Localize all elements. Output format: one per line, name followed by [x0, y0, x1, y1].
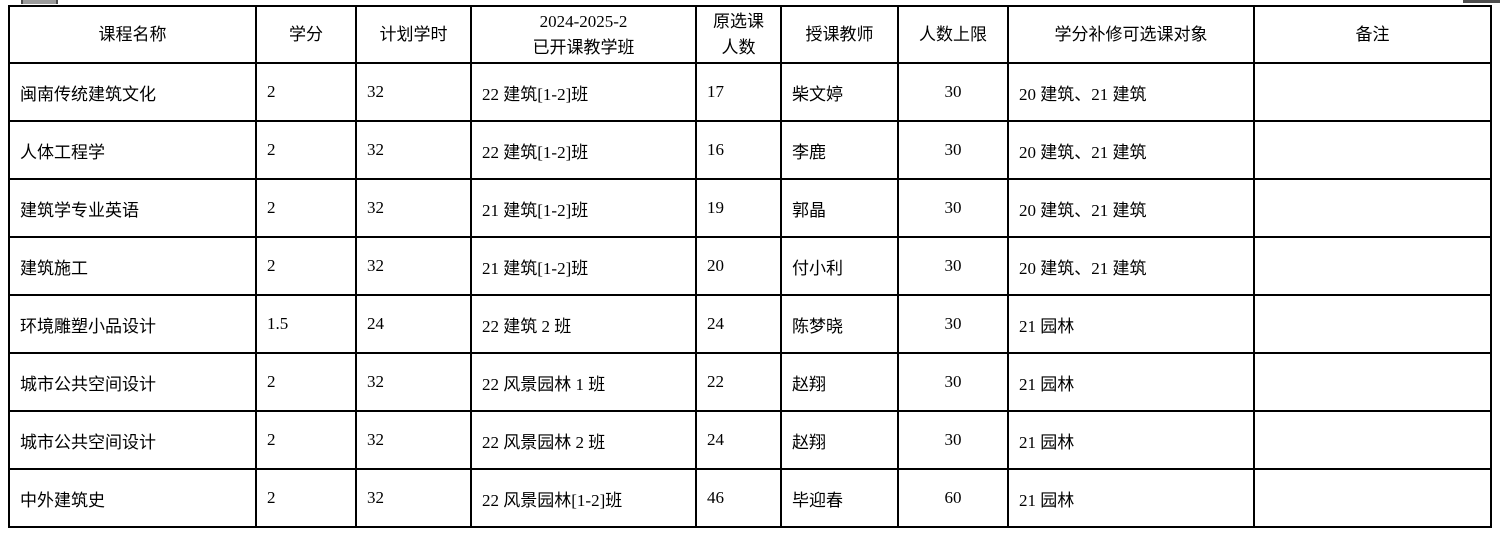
col-header-class-line2: 已开课教学班: [532, 37, 635, 57]
table-row: 城市公共空间设计 2 32 22 风景园林 2 班 24 赵翔 30 21 园林: [8, 410, 1492, 470]
cell-eligible: 20 建筑、21 建筑: [1007, 120, 1255, 180]
cell-class: 22 建筑[1-2]班: [470, 62, 697, 122]
cell-teacher: 赵翔: [780, 352, 899, 412]
cell-enrolled: 16: [695, 120, 782, 180]
cell-course: 环境雕塑小品设计: [8, 294, 257, 354]
table-row: 建筑学专业英语 2 32 21 建筑[1-2]班 19 郭晶 30 20 建筑、21 建筑: [8, 178, 1492, 238]
col-header-enrolled-line2: 人数: [721, 37, 756, 57]
cell-credits: 2: [255, 468, 357, 528]
cell-eligible: 20 建筑、21 建筑: [1007, 62, 1255, 122]
cell-enrolled: 17: [695, 62, 782, 122]
cell-cap: 60: [897, 468, 1009, 528]
cell-course: 城市公共空间设计: [8, 352, 257, 412]
cell-eligible: 21 园林: [1007, 352, 1255, 412]
col-header-enrolled: 原选课 人数: [695, 5, 782, 64]
cell-teacher: 赵翔: [780, 410, 899, 470]
cell-remark: [1253, 410, 1492, 470]
cell-teacher: 柴文婷: [780, 62, 899, 122]
cell-credits: 2: [255, 352, 357, 412]
cell-eligible: 21 园林: [1007, 410, 1255, 470]
cropped-row-artifact-left: [21, 0, 58, 4]
cell-hours: 32: [355, 62, 472, 122]
cell-hours: 32: [355, 120, 472, 180]
cell-class: 22 建筑[1-2]班: [470, 120, 697, 180]
cell-class: 22 风景园林 2 班: [470, 410, 697, 470]
cell-cap: 30: [897, 352, 1009, 412]
cell-cap: 30: [897, 294, 1009, 354]
cell-credits: 2: [255, 178, 357, 238]
cell-cap: 30: [897, 410, 1009, 470]
cell-hours: 32: [355, 410, 472, 470]
cell-eligible: 20 建筑、21 建筑: [1007, 236, 1255, 296]
cropped-row-artifact-right: [1463, 0, 1500, 3]
cell-credits: 1.5: [255, 294, 357, 354]
cell-teacher: 陈梦晓: [780, 294, 899, 354]
cell-eligible: 21 园林: [1007, 294, 1255, 354]
cell-course: 人体工程学: [8, 120, 257, 180]
cell-hours: 32: [355, 468, 472, 528]
cell-hours: 24: [355, 294, 472, 354]
cell-remark: [1253, 352, 1492, 412]
col-header-credits: 学分: [255, 5, 357, 64]
cell-remark: [1253, 468, 1492, 528]
col-header-hours: 计划学时: [355, 5, 472, 64]
cell-course: 闽南传统建筑文化: [8, 62, 257, 122]
cell-course: 建筑施工: [8, 236, 257, 296]
cell-enrolled: 46: [695, 468, 782, 528]
cell-remark: [1253, 178, 1492, 238]
table-row: 人体工程学 2 32 22 建筑[1-2]班 16 李鹿 30 20 建筑、21 建筑: [8, 120, 1492, 180]
cell-cap: 30: [897, 236, 1009, 296]
cell-enrolled: 24: [695, 294, 782, 354]
cell-hours: 32: [355, 236, 472, 296]
cell-class: 21 建筑[1-2]班: [470, 236, 697, 296]
col-header-teacher: 授课教师: [780, 5, 899, 64]
cell-credits: 2: [255, 120, 357, 180]
cell-course: 城市公共空间设计: [8, 410, 257, 470]
cell-course: 建筑学专业英语: [8, 178, 257, 238]
cell-credits: 2: [255, 236, 357, 296]
table-row: 建筑施工 2 32 21 建筑[1-2]班 20 付小利 30 20 建筑、21 建筑: [8, 236, 1492, 296]
cell-remark: [1253, 294, 1492, 354]
cell-course: 中外建筑史: [8, 468, 257, 528]
cell-class: 22 建筑 2 班: [470, 294, 697, 354]
cell-teacher: 李鹿: [780, 120, 899, 180]
col-header-class-line1: 2024-2025-2: [539, 11, 628, 31]
cell-remark: [1253, 62, 1492, 122]
col-header-enrolled-line1: 原选课: [713, 11, 764, 31]
cell-class: 22 风景园林[1-2]班: [470, 468, 697, 528]
cell-teacher: 郭晶: [780, 178, 899, 238]
cell-class: 22 风景园林 1 班: [470, 352, 697, 412]
cell-cap: 30: [897, 62, 1009, 122]
cell-eligible: 21 园林: [1007, 468, 1255, 528]
col-header-remark: 备注: [1253, 5, 1492, 64]
table-row: 城市公共空间设计 2 32 22 风景园林 1 班 22 赵翔 30 21 园林: [8, 352, 1492, 412]
cell-credits: 2: [255, 410, 357, 470]
cell-remark: [1253, 120, 1492, 180]
cell-remark: [1253, 236, 1492, 296]
table-row: 环境雕塑小品设计 1.5 24 22 建筑 2 班 24 陈梦晓 30 21 园林: [8, 294, 1492, 354]
cell-enrolled: 24: [695, 410, 782, 470]
cell-credits: 2: [255, 62, 357, 122]
cell-teacher: 毕迎春: [780, 468, 899, 528]
cell-enrolled: 20: [695, 236, 782, 296]
cell-enrolled: 19: [695, 178, 782, 238]
table-row: 闽南传统建筑文化 2 32 22 建筑[1-2]班 17 柴文婷 30 20 建筑、21 建筑: [8, 62, 1492, 122]
cell-hours: 32: [355, 178, 472, 238]
course-table: 课程名称 学分 计划学时 2024-2025-2 已开课教学班 原选课 人数 授…: [8, 5, 1492, 528]
cell-enrolled: 22: [695, 352, 782, 412]
col-header-eligible: 学分补修可选课对象: [1007, 5, 1255, 64]
col-header-cap: 人数上限: [897, 5, 1009, 64]
cell-cap: 30: [897, 178, 1009, 238]
cell-class: 21 建筑[1-2]班: [470, 178, 697, 238]
cell-eligible: 20 建筑、21 建筑: [1007, 178, 1255, 238]
col-header-course: 课程名称: [8, 5, 257, 64]
header-row: 课程名称 学分 计划学时 2024-2025-2 已开课教学班 原选课 人数 授…: [8, 5, 1492, 64]
cell-hours: 32: [355, 352, 472, 412]
cell-cap: 30: [897, 120, 1009, 180]
cell-teacher: 付小利: [780, 236, 899, 296]
table-row: 中外建筑史 2 32 22 风景园林[1-2]班 46 毕迎春 60 21 园林: [8, 468, 1492, 528]
col-header-class: 2024-2025-2 已开课教学班: [470, 5, 697, 64]
